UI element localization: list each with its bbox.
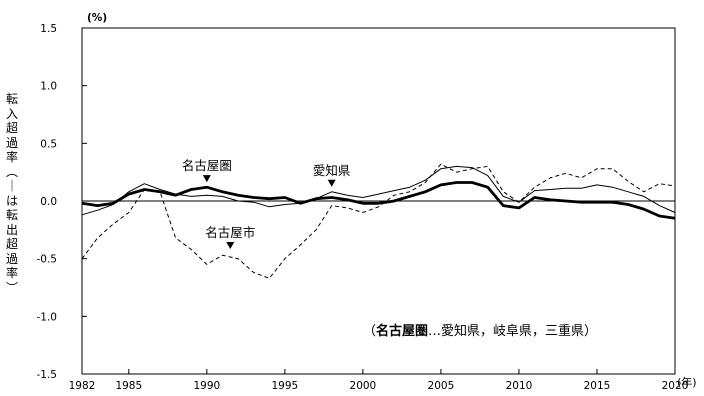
y-axis-label-char: 超 [5,121,18,135]
annotation-label: 名古屋市 [205,225,255,240]
y-axis-label-char: は [5,193,18,208]
annotation-label: 愛知県 [313,163,351,178]
y-tick-label: -1.5 [37,369,58,381]
y-axis-label-char: ︶ [5,280,18,295]
series-line-nagoya-area [81,181,676,220]
x-tick-label: 1995 [272,380,299,392]
y-tick-label: 1.5 [40,23,57,35]
x-tick-label: 2015 [584,380,611,392]
y-tick-label: -0.5 [37,254,58,266]
legend-note-rest: …愛知県，岐阜県，三重県） [428,323,597,339]
y-tick-label: -1.0 [37,311,58,323]
series-line-nagoya-city [81,163,676,279]
x-tick-label: 2000 [350,380,377,392]
y-unit-label: (%) [87,12,107,24]
y-axis-label-char: 入 [5,106,18,121]
y-axis-label-char: 出 [5,222,18,237]
y-axis-label-char: ︵ [5,164,18,179]
x-tick-label: 1982 [69,380,96,392]
y-axis-label-char: 過 [5,251,18,266]
y-tick-label: 1.0 [40,81,57,93]
series-line-aichi [81,165,676,216]
annotation-marker [327,179,336,187]
x-tick-label: 2005 [428,380,455,392]
x-unit-label: (年) [677,375,697,389]
series-layer [81,163,676,279]
legend-note-bold: 名古屋圏 [376,323,428,339]
y-axis-label-char: 率 [5,266,18,280]
y-axis-label-char: ｜ [5,179,18,193]
legend-note: （名古屋圏…愛知県，岐阜県，三重県） [363,323,597,339]
x-tick-label: 1985 [115,380,142,392]
y-axis-label-char: 転 [5,208,18,222]
x-tick-label: 1990 [193,380,220,392]
x-axis-ticks: 1982 1985 1990 1995 2000 2005 2010 2015 2020 [69,369,689,392]
x-tick-label: 2020 [662,380,689,392]
y-axis-ticks: -1.5 -1.0 -0.5 0.0 0.5 1.0 1.5 [37,23,87,381]
y-axis-label-char: 過 [5,135,18,150]
annotation-marker [226,242,235,250]
annotation-marker [202,175,211,183]
y-axis-label-char: 超 [5,237,18,251]
y-axis-label-char: 転 [5,92,18,106]
y-tick-label: 0.5 [40,138,57,150]
y-tick-label: 0.0 [40,196,57,208]
legend-note-open: （ [363,324,376,339]
y-axis-label: 転入超過率 ︵ ｜は転出超過率 ︶ [4,92,20,295]
annotation-label: 名古屋圏 [182,158,232,173]
y-axis-label-char: 率 [5,150,18,164]
x-tick-label: 2010 [506,380,533,392]
